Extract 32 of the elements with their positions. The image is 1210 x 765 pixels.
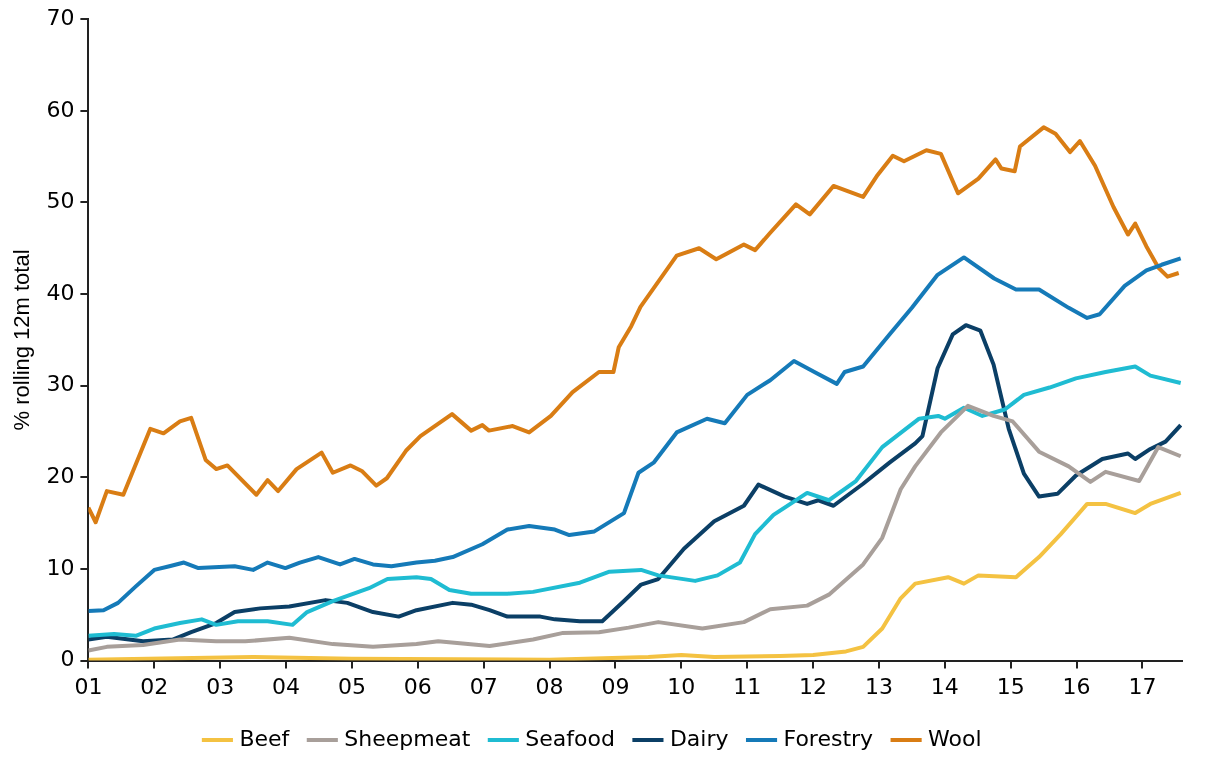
x-tick-label: 14 [930, 673, 959, 699]
y-tick-label: 20 [46, 463, 75, 489]
y-tick-label: 10 [46, 554, 75, 580]
y-tick-label: 30 [46, 371, 75, 397]
legend-label: Wool [928, 725, 982, 751]
x-tick-label: 02 [140, 673, 169, 699]
legend-label: Beef [239, 725, 291, 751]
legend-label: Sheepmeat [344, 725, 471, 751]
x-tick-label: 06 [403, 673, 432, 699]
x-tick-label: 12 [799, 673, 828, 699]
legend-label: Forestry [783, 725, 874, 751]
y-tick-label: 50 [46, 188, 75, 214]
x-tick-label: 04 [272, 673, 301, 699]
x-tick-label: 16 [1062, 673, 1091, 699]
y-tick-label: 0 [60, 646, 75, 672]
x-tick-label: 10 [667, 673, 696, 699]
x-tick-label: 08 [535, 673, 564, 699]
y-tick-label: 70 [46, 4, 75, 30]
legend-label: Seafood [525, 725, 615, 751]
x-tick-label: 13 [864, 673, 893, 699]
x-tick-label: 11 [733, 673, 762, 699]
x-tick-label: 01 [74, 673, 103, 699]
y-tick-label: 40 [46, 279, 75, 305]
y-axis-title: % rolling 12m total [9, 249, 35, 431]
y-tick-label: 60 [46, 96, 75, 122]
x-tick-label: 09 [601, 673, 630, 699]
x-tick-label: 17 [1128, 673, 1157, 699]
x-tick-label: 07 [469, 673, 498, 699]
legend-label: Dairy [669, 725, 729, 751]
x-tick-label: 15 [996, 673, 1025, 699]
x-tick-label: 05 [337, 673, 366, 699]
x-tick-label: 03 [206, 673, 235, 699]
